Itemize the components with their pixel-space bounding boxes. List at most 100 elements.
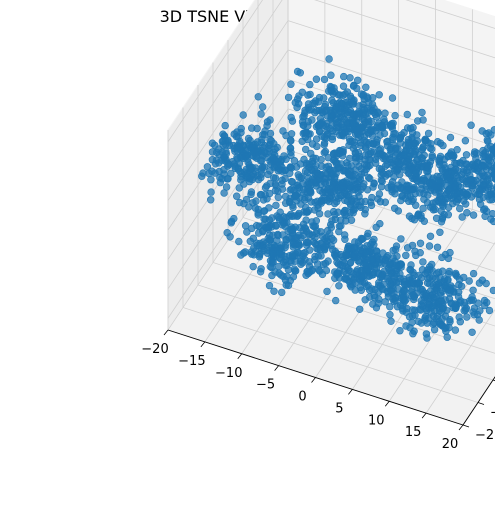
grid-line-z [167, 20, 495, 201]
scatter-point [270, 287, 278, 295]
scatter-point [445, 323, 453, 332]
grid-line-z [167, 0, 495, 172]
scatter-point [391, 151, 400, 160]
scatter-point [233, 147, 242, 155]
scatter-point [397, 235, 405, 243]
scatter-point [226, 233, 234, 241]
scatter-point [317, 171, 325, 179]
scatter-point [302, 203, 310, 212]
x-tick-label: 0 [298, 390, 306, 405]
scatter-point [439, 202, 447, 210]
scatter-point [357, 286, 365, 294]
scatter-point [419, 144, 427, 152]
scatter-point [423, 268, 431, 277]
scatter-point [233, 192, 241, 200]
scatter-point [424, 172, 432, 181]
scatter-point [314, 260, 322, 268]
scatter-point [388, 94, 397, 102]
scatter-point [289, 201, 297, 209]
scatter-point [348, 196, 356, 204]
scatter-point [257, 110, 265, 118]
scatter-point [277, 241, 286, 249]
scatter-point [420, 217, 428, 225]
scatter-point [333, 149, 342, 158]
scatter-point [462, 200, 470, 208]
scatter-point [463, 209, 471, 217]
scatter-point [334, 164, 342, 173]
scatter-point [355, 192, 363, 201]
scatter-point [298, 137, 306, 146]
scatter-point [224, 159, 232, 168]
x-tick [348, 389, 353, 395]
scatter-point [469, 269, 478, 278]
y-axis-line [462, 376, 495, 426]
x-tick-label: 10 [368, 413, 385, 428]
scatter-point [271, 243, 279, 251]
scatter-point [407, 266, 415, 274]
scatter-point [265, 204, 273, 212]
scatter-point [465, 277, 473, 285]
scatter-point [377, 183, 386, 191]
scatter-point [387, 317, 395, 325]
y-tick-label: −20 [475, 428, 495, 443]
scatter-point [248, 124, 256, 132]
scatter-point [279, 127, 287, 135]
scatter-point [207, 188, 215, 196]
scatter-point [222, 150, 231, 158]
scatter-point [439, 141, 447, 150]
scatter-point [221, 121, 229, 130]
scatter-point [432, 198, 440, 206]
scatter-point [263, 182, 271, 190]
scatter-point [389, 119, 397, 128]
scatter-point [220, 189, 228, 197]
scatter-point [305, 184, 313, 192]
scatter-point [397, 260, 406, 269]
scatter-point [287, 151, 295, 160]
scatter-point [314, 98, 323, 106]
scatter-point [249, 262, 257, 271]
scatter-point [419, 258, 427, 266]
x-tick-label: 20 [442, 437, 459, 452]
scatter-point [327, 71, 335, 79]
y-tick [492, 379, 495, 382]
x-tick-label: −20 [141, 342, 168, 357]
scatter-point [265, 236, 274, 244]
scatter-point [406, 324, 414, 332]
scatter-point [281, 174, 289, 183]
scatter-point [372, 155, 380, 164]
x-tick-label: 15 [405, 425, 422, 440]
y-tick [462, 424, 470, 428]
scatter-point [310, 222, 318, 231]
scatter-point [485, 306, 494, 315]
scatter-point [435, 317, 443, 326]
scatter-point [294, 248, 303, 257]
scatter-point [357, 170, 366, 179]
scatter-point [394, 165, 402, 174]
scatter-point [323, 287, 331, 296]
scatter-point [334, 208, 342, 216]
scatter-point [320, 94, 328, 102]
scatter-point [338, 179, 346, 187]
scatter-point [439, 303, 447, 311]
scatter-point [288, 251, 297, 259]
scatter-point [346, 74, 354, 82]
scatter-point [309, 154, 317, 162]
scatter-point [282, 214, 290, 222]
scatter-point [287, 80, 295, 88]
scatter-point [453, 146, 461, 154]
scatter-point [239, 142, 247, 150]
scatter-point [286, 225, 295, 234]
scatter-point [399, 295, 407, 303]
scatter-point [357, 266, 366, 275]
scatter-point [344, 169, 352, 178]
scatter-point [391, 111, 399, 120]
scatter-point [361, 279, 369, 287]
scatter-point [383, 142, 392, 150]
scatter-point [274, 193, 282, 202]
scatter-point [235, 237, 243, 246]
scatter-point [384, 184, 392, 192]
scatter-point [424, 295, 433, 303]
scatter-point [286, 144, 295, 152]
scatter-point [288, 178, 297, 186]
scatter-point [350, 243, 359, 251]
